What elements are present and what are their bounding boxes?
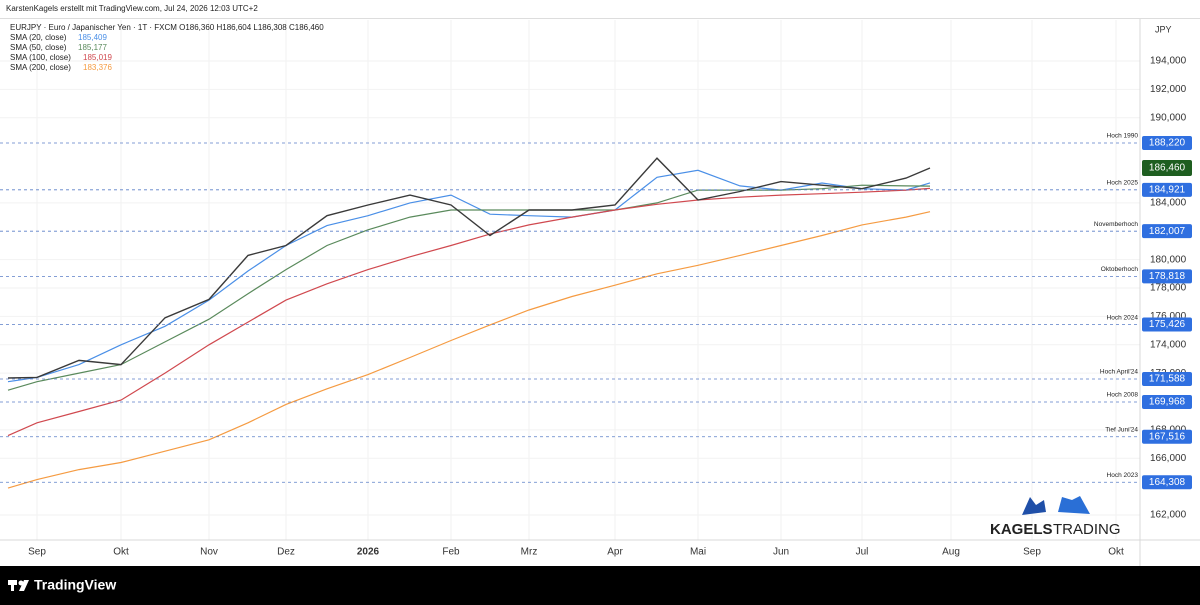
series-line [7, 211, 931, 489]
y-tick-label: 174,000 [1150, 339, 1187, 350]
x-tick-label: Okt [1108, 547, 1124, 558]
logo-word: TRADING [1053, 521, 1121, 538]
x-tick-label: Feb [442, 547, 460, 558]
level-label: Hoch 1990 [1107, 133, 1139, 140]
x-tick-label: Jul [856, 547, 869, 558]
legend-value: 183,376 [83, 63, 112, 72]
level-price: 164,308 [1149, 477, 1186, 488]
level-price-box [1142, 475, 1192, 490]
y-tick-label: 184,000 [1150, 198, 1187, 209]
level-price: 171,588 [1149, 374, 1186, 385]
header: KarstenKagels erstellt mit TradingView.c… [6, 4, 258, 13]
legend-name: SMA (50, close) [10, 43, 67, 52]
level-label: Tief Juni'24 [1105, 426, 1138, 433]
x-tick-label: Aug [942, 547, 960, 558]
legend-value: 185,019 [83, 53, 112, 62]
y-tick-label: 190,000 [1150, 112, 1187, 123]
y-tick-label: 176,000 [1150, 311, 1187, 322]
level-price: 182,007 [1149, 226, 1186, 237]
legend-value: 185,409 [78, 33, 107, 42]
x-tick-label: Dez [277, 547, 295, 558]
last-price: 186,460 [1149, 163, 1186, 174]
symbol-legend: EURJPY · Euro / Japanischer Yen · 1T · F… [10, 23, 324, 32]
x-tick-label: Nov [200, 547, 218, 558]
separator [0, 18, 1200, 19]
legend-value: 185,177 [78, 43, 107, 52]
level-price-box [1142, 429, 1192, 444]
level-price-box [1142, 317, 1192, 332]
y-tick-label: 194,000 [1150, 56, 1187, 67]
series-line [7, 187, 931, 437]
legend-name: SMA (20, close) [10, 33, 67, 42]
y-tick-label: 166,000 [1150, 453, 1187, 464]
level-price-box [1142, 394, 1192, 409]
level-label: Hoch 2025 [1107, 180, 1139, 187]
level-price: 188,220 [1149, 138, 1186, 149]
series-line [7, 169, 931, 383]
x-tick-label: 2026 [357, 547, 380, 558]
x-tick-label: Sep [1023, 547, 1041, 558]
level-price: 169,968 [1149, 397, 1186, 408]
bull-bear-icon [1022, 496, 1090, 515]
x-tick-label: Okt [113, 547, 129, 558]
y-tick-label: 178,000 [1150, 283, 1187, 294]
level-label: Hoch 2024 [1107, 314, 1139, 321]
level-label: Oktoberhoch [1101, 266, 1139, 273]
level-price: 184,921 [1149, 184, 1186, 195]
legend-name: SMA (100, close) [10, 53, 71, 62]
level-price-box [1142, 224, 1192, 239]
series-line [7, 157, 931, 379]
level-price: 167,516 [1149, 431, 1186, 442]
x-tick-label: Sep [28, 547, 46, 558]
level-label: Hoch April'24 [1100, 369, 1138, 376]
level-price-box [1142, 371, 1192, 386]
y-tick-label: 180,000 [1150, 254, 1187, 265]
level-price: 175,426 [1149, 319, 1186, 330]
tv-logo [8, 580, 29, 591]
level-price-box [1142, 182, 1192, 197]
level-label: Hoch 2023 [1107, 472, 1139, 479]
y-tick-label: 192,000 [1150, 84, 1187, 95]
level-price: 178,818 [1149, 271, 1186, 282]
level-price-box [1142, 136, 1192, 151]
x-tick-label: Mai [690, 547, 706, 558]
x-tick-label: Mrz [521, 547, 538, 558]
footer-brand: TradingView [34, 577, 116, 593]
x-tick-label: Jun [773, 547, 789, 558]
currency: JPY [1155, 24, 1172, 34]
level-price-box [1142, 269, 1192, 284]
legend-name: SMA (200, close) [10, 63, 71, 72]
level-label: Hoch 2008 [1107, 392, 1139, 399]
footer-bar [0, 566, 1200, 605]
x-tick-label: Apr [607, 547, 623, 558]
last-price-box [1142, 159, 1192, 176]
level-label: Novemberhoch [1094, 221, 1138, 228]
y-tick-label: 162,000 [1150, 510, 1187, 521]
logo-word: KAGELS [990, 521, 1053, 538]
